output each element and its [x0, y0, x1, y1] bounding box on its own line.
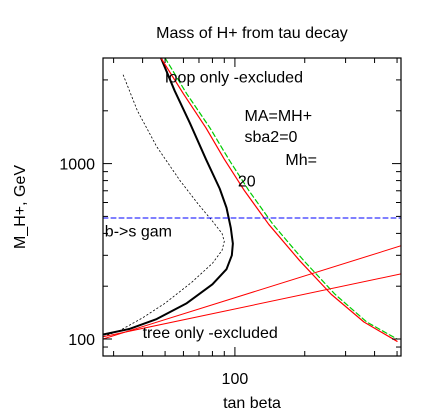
series-line-black-solid	[103, 58, 234, 336]
tick-layer: 100 100 1000	[59, 57, 401, 388]
annotation-2: sba2=0	[245, 129, 298, 146]
annotation-4: 20	[238, 174, 256, 191]
annotation-0: loop only -excluded	[165, 70, 303, 87]
plot-frame	[102, 57, 402, 357]
y-tick-label: 100	[68, 332, 95, 349]
series-line-red-curve	[160, 58, 398, 342]
y-tick-label: 1000	[59, 157, 95, 174]
x-tick-label: 100	[222, 371, 249, 388]
series-line-black-dotted	[103, 74, 225, 338]
annotation-1: MA=MH+	[245, 108, 313, 125]
x-axis-label: tan beta	[223, 395, 281, 412]
chart-title: Mass of H+ from tau decay	[156, 25, 348, 42]
series-line-red-line-lower	[103, 273, 401, 338]
series-line-green-dashed	[164, 58, 398, 340]
annotation-5: b->s gam	[105, 223, 172, 240]
annotation-3: Mh=	[285, 152, 317, 169]
series-line-red-line-upper	[103, 245, 401, 340]
y-axis-label: M_H+, GeV	[12, 165, 29, 249]
annotation-layer: loop only -excluded MA=MH+ sba2=0 Mh= 20 b->s…	[105, 70, 317, 343]
annotation-6: tree only -excluded	[143, 325, 278, 342]
series-layer	[103, 58, 401, 342]
